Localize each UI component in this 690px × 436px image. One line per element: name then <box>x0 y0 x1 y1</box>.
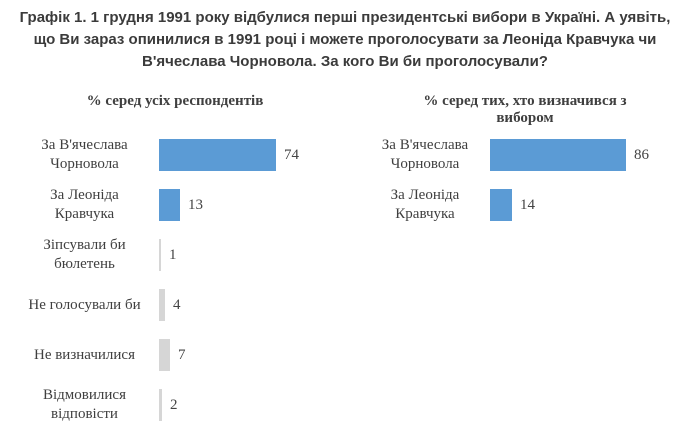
bar-row: Не голосували би 4 <box>10 280 340 330</box>
bar <box>159 339 170 371</box>
bar-row: Зіпсували би бюлетень 1 <box>10 230 340 280</box>
chart-title: % серед тих, хто визначився з вибором <box>423 93 627 126</box>
chart-decided-voters: % серед тих, хто визначився з вибором За… <box>360 88 690 436</box>
bar-track: 7 <box>159 330 340 380</box>
bar-track: 74 <box>159 130 340 180</box>
bar-rows: За В'ячеслава Чорновола 86 За Леоніда Кр… <box>360 130 690 230</box>
value-label: 13 <box>188 196 203 213</box>
category-label: Зіпсували би бюлетень <box>43 237 126 272</box>
bar-row: За Леоніда Кравчука 13 <box>10 180 340 230</box>
bar-row: Відмовилися відповісти 2 <box>10 380 340 430</box>
bar-row: За В'ячеслава Чорновола 86 <box>360 130 690 180</box>
value-label: 86 <box>634 146 649 163</box>
bar-row: За В'ячеслава Чорновола 74 <box>10 130 340 180</box>
category-label: За В'ячеслава Чорновола <box>381 137 469 172</box>
bar-row: Не визначилися 7 <box>10 330 340 380</box>
chart-all-respondents: % серед усіх респондентів За В'ячеслава … <box>10 88 340 436</box>
value-label: 14 <box>520 196 535 213</box>
value-label: 74 <box>284 146 299 163</box>
value-label: 7 <box>178 346 186 363</box>
category-label: За Леоніда Кравчука <box>50 187 119 222</box>
bar-track: 13 <box>159 180 340 230</box>
bar <box>490 189 512 221</box>
value-label: 2 <box>170 396 178 413</box>
bar <box>159 139 276 171</box>
category-label: Не визначилися <box>33 346 135 363</box>
bar <box>159 189 180 221</box>
bar-row: За Леоніда Кравчука 14 <box>360 180 690 230</box>
category-label: За В'ячеслава Чорновола <box>41 137 128 172</box>
bar <box>159 289 165 321</box>
bar-track: 1 <box>159 230 340 280</box>
value-label: 1 <box>169 246 177 263</box>
category-label: Не голосували би <box>28 296 141 313</box>
figure-title: Графік 1. 1 грудня 1991 року відбулися п… <box>19 9 671 70</box>
bar-rows: За В'ячеслава Чорновола 74 За Леоніда Кр… <box>10 130 340 430</box>
bar-track: 14 <box>490 180 690 230</box>
chart-title: % серед усіх респондентів <box>86 93 264 109</box>
bar-track: 2 <box>159 380 340 430</box>
bar <box>159 389 162 421</box>
bar-track: 86 <box>490 130 690 180</box>
bar <box>159 239 161 271</box>
category-label: Відмовилися відповісти <box>43 387 126 422</box>
bar-track: 4 <box>159 280 340 330</box>
charts-row: % серед усіх респондентів За В'ячеслава … <box>0 88 690 436</box>
value-label: 4 <box>173 296 181 313</box>
bar <box>490 139 626 171</box>
category-label: За Леоніда Кравчука <box>390 187 460 222</box>
